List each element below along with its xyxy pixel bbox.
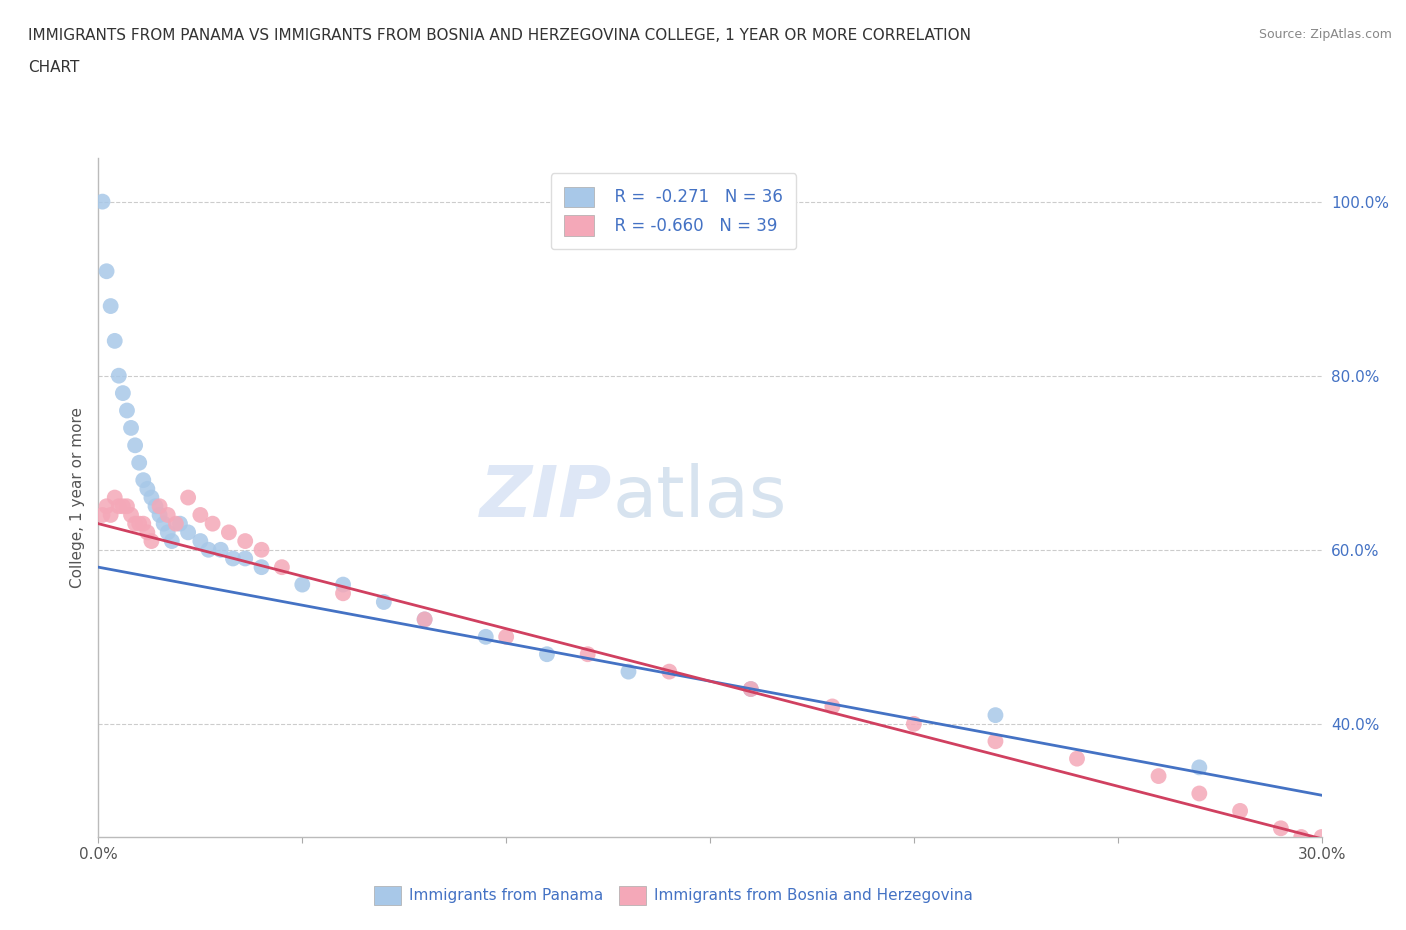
Point [658,664,681,679]
Point [413,612,436,627]
Text: Source: ZipAtlas.com: Source: ZipAtlas.com [1258,28,1392,41]
Point [136,525,159,539]
Text: atlas: atlas [612,463,786,532]
Point [115,498,138,513]
Point [169,516,191,531]
Point [617,664,640,679]
Y-axis label: College, 1 year or more: College, 1 year or more [69,407,84,588]
Point [250,560,273,575]
Point [100,508,122,523]
Point [1066,751,1088,766]
Point [132,516,155,531]
Point [1229,804,1251,818]
Point [124,438,146,453]
Legend: Immigrants from Panama, Immigrants from Bosnia and Herzegovina: Immigrants from Panama, Immigrants from … [368,880,979,910]
Point [177,525,200,539]
Point [1147,768,1170,783]
Text: ZIP: ZIP [479,463,612,532]
Point [495,630,517,644]
Point [156,508,179,523]
Text: IMMIGRANTS FROM PANAMA VS IMMIGRANTS FROM BOSNIA AND HERZEGOVINA COLLEGE, 1 YEAR: IMMIGRANTS FROM PANAMA VS IMMIGRANTS FRO… [28,28,972,43]
Point [120,420,142,435]
Point [188,534,212,549]
Point [141,534,163,549]
Point [160,534,183,549]
Point [209,542,232,557]
Point [291,578,314,592]
Point [96,498,118,513]
Point [108,498,131,513]
Point [136,482,159,497]
Point [1310,830,1333,844]
Text: CHART: CHART [28,60,80,75]
Point [821,699,844,714]
Point [149,498,172,513]
Point [141,490,163,505]
Point [332,586,354,601]
Point [120,508,142,523]
Point [145,498,167,513]
Point [536,646,558,661]
Point [96,264,118,279]
Point [233,551,256,566]
Point [104,334,127,349]
Point [740,682,762,697]
Point [165,516,187,531]
Point [111,386,134,401]
Point [188,508,212,523]
Point [1188,786,1211,801]
Point [197,542,219,557]
Point [984,734,1007,749]
Point [413,612,436,627]
Point [111,498,134,513]
Point [1270,821,1292,836]
Point [576,646,599,661]
Point [373,594,395,609]
Point [91,508,114,523]
Point [1291,830,1313,844]
Point [1188,760,1211,775]
Point [104,490,127,505]
Point [149,508,172,523]
Point [474,630,498,644]
Point [903,716,925,731]
Point [152,516,174,531]
Point [218,525,240,539]
Point [91,194,114,209]
Point [270,560,294,575]
Point [740,682,762,697]
Point [132,472,155,487]
Point [156,525,179,539]
Point [128,516,150,531]
Point [332,578,354,592]
Point [115,403,138,418]
Point [984,708,1007,723]
Point [201,516,224,531]
Point [177,490,200,505]
Point [100,299,122,313]
Point [128,456,150,471]
Point [233,534,256,549]
Point [222,551,245,566]
Point [124,516,146,531]
Point [108,368,131,383]
Point [250,542,273,557]
